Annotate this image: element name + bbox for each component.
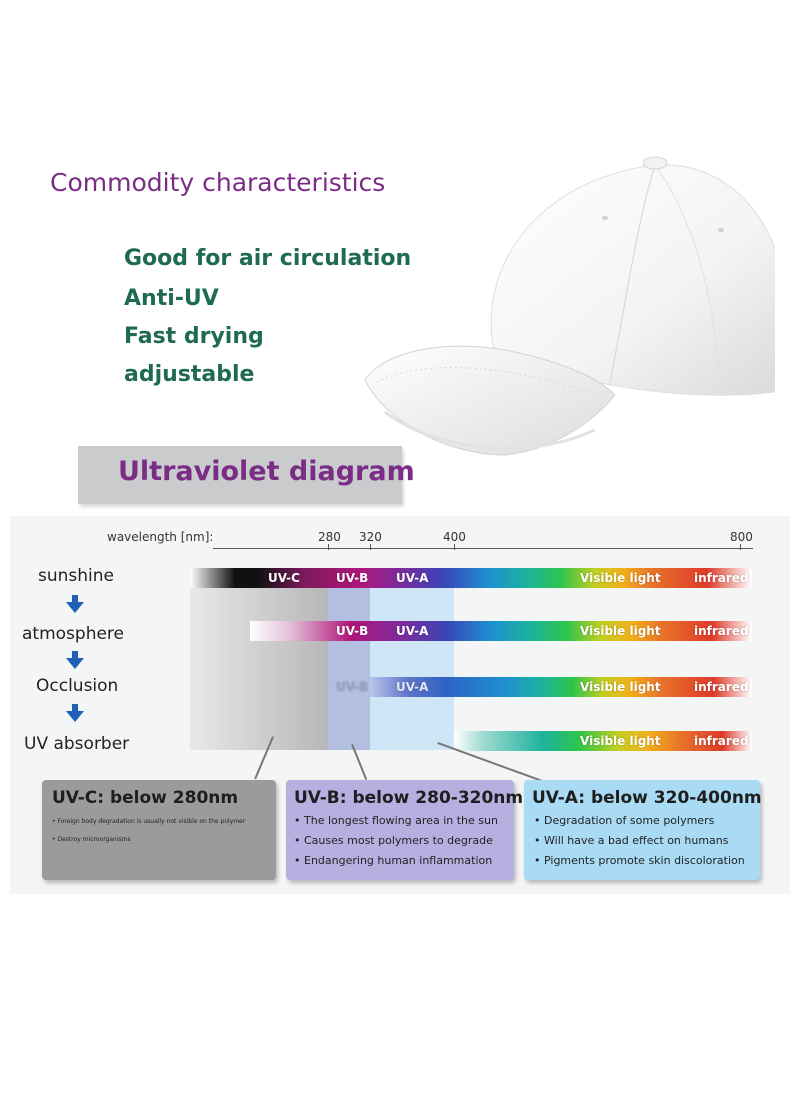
spectrum-band-atmosphere bbox=[250, 621, 752, 641]
spectrum-band-occlusion bbox=[370, 677, 752, 697]
band-label-uva: UV-A bbox=[396, 624, 429, 638]
uvb-box-item: • The longest flowing area in the sun bbox=[294, 814, 498, 827]
feature-air-circulation: Good for air circulation bbox=[124, 246, 412, 271]
down-arrow-icon bbox=[66, 602, 84, 613]
tick-label-280: 280 bbox=[318, 530, 341, 544]
down-arrow-stem bbox=[72, 651, 78, 659]
band-label-visible: Visible light bbox=[580, 680, 661, 694]
uva-box-item: • Pigments promote skin discoloration bbox=[534, 854, 745, 867]
spectrum-band-uv-absorber bbox=[454, 731, 752, 751]
band-label-infrared: infrared bbox=[694, 571, 749, 585]
banner-title: Ultraviolet diagram bbox=[118, 456, 415, 487]
band-label-uva: UV-A bbox=[396, 571, 429, 585]
band-label-uvb: UV-B bbox=[336, 680, 369, 694]
uva-box-item: • Will have a bad effect on humans bbox=[534, 834, 729, 847]
axis-tick-280 bbox=[328, 544, 329, 550]
uva-info-box: UV-A: below 320-400nm • Degradation of s… bbox=[524, 780, 762, 880]
feature-adjustable: adjustable bbox=[124, 362, 255, 387]
wavelength-axis bbox=[213, 548, 753, 549]
uvb-info-box: UV-B: below 280-320nm • The longest flow… bbox=[286, 780, 523, 880]
uva-box-item: • Degradation of some polymers bbox=[534, 814, 715, 827]
uvc-box-item: • Destroy microorganisms bbox=[52, 836, 131, 843]
stage-occlusion: Occlusion bbox=[36, 676, 119, 696]
band-label-uvb: UV-B bbox=[336, 571, 369, 585]
tick-label-800: 800 bbox=[730, 530, 753, 544]
uvb-box-title: UV-B: below 280-320nm bbox=[294, 788, 524, 808]
wavelength-label: wavelength [nm]: bbox=[107, 530, 214, 544]
band-label-visible: Visible light bbox=[580, 571, 661, 585]
feature-anti-uv: Anti-UV bbox=[124, 286, 219, 311]
band-label-infrared: infrared bbox=[694, 734, 749, 748]
axis-tick-320 bbox=[370, 544, 371, 550]
uvc-absorption-column bbox=[190, 588, 328, 750]
tick-label-400: 400 bbox=[443, 530, 466, 544]
band-label-uva: UV-A bbox=[396, 680, 429, 694]
spectrum-band-sunshine bbox=[190, 568, 752, 588]
uvb-box-item: • Causes most polymers to degrade bbox=[294, 834, 493, 847]
uvc-info-box: UV-C: below 280nm • Foreign body degrada… bbox=[42, 780, 276, 880]
band-label-uvc: UV-C bbox=[268, 571, 300, 585]
band-label-infrared: infrared bbox=[694, 624, 749, 638]
band-label-uvb: UV-B bbox=[336, 624, 369, 638]
tick-label-320: 320 bbox=[359, 530, 382, 544]
down-arrow-icon bbox=[66, 711, 84, 722]
stage-atmosphere: atmosphere bbox=[22, 624, 124, 644]
down-arrow-icon bbox=[66, 658, 84, 669]
cap-image bbox=[364, 156, 775, 456]
uvb-box-item: • Endangering human inflammation bbox=[294, 854, 493, 867]
uvb-absorption-column bbox=[328, 588, 370, 750]
axis-tick-800 bbox=[740, 544, 741, 550]
uva-absorption-column bbox=[370, 588, 454, 750]
down-arrow-stem bbox=[72, 595, 78, 603]
feature-fast-drying: Fast drying bbox=[124, 324, 264, 349]
band-label-visible: Visible light bbox=[580, 734, 661, 748]
uva-box-title: UV-A: below 320-400nm bbox=[532, 788, 762, 808]
stage-sunshine: sunshine bbox=[38, 566, 114, 586]
axis-tick-400 bbox=[454, 544, 455, 550]
stage-uv-absorber: UV absorber bbox=[24, 734, 130, 754]
down-arrow-stem bbox=[72, 704, 78, 712]
ultraviolet-diagram-banner: Ultraviolet diagram bbox=[78, 446, 415, 504]
uvc-box-title: UV-C: below 280nm bbox=[52, 788, 239, 808]
band-label-visible: Visible light bbox=[580, 624, 661, 638]
band-label-infrared: infrared bbox=[694, 680, 749, 694]
uvc-box-item: • Foreign body degradation is usually no… bbox=[52, 818, 246, 825]
characteristics-heading: Commodity characteristics bbox=[50, 168, 386, 197]
